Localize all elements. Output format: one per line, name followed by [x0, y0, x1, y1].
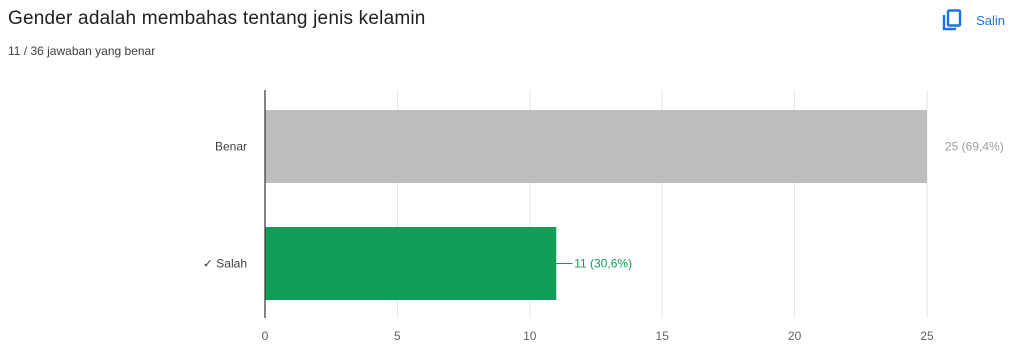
- category-label: ✓ Salah: [203, 257, 247, 271]
- data-label: 25 (69,4%): [945, 140, 1004, 154]
- x-tick-label: 25: [920, 329, 934, 343]
- question-title: Gender adalah membahas tentang jenis kel…: [8, 8, 426, 29]
- score-summary: 11 / 36 jawaban yang benar: [8, 44, 156, 58]
- copy-button-label: Salin: [976, 12, 1005, 28]
- x-tick-label: 0: [262, 329, 269, 343]
- data-label: 11 (30,6%): [574, 257, 632, 271]
- copy-button[interactable]: Salin: [942, 6, 1005, 34]
- bar-correct: [265, 227, 557, 300]
- x-tick-label: 15: [656, 329, 670, 343]
- bar-incorrect: [265, 110, 927, 183]
- x-tick-label: 5: [394, 329, 401, 343]
- x-tick-label: 10: [523, 329, 537, 343]
- category-label: Benar: [215, 140, 247, 154]
- x-tick-label: 20: [788, 329, 802, 343]
- copy-icon: [942, 9, 962, 31]
